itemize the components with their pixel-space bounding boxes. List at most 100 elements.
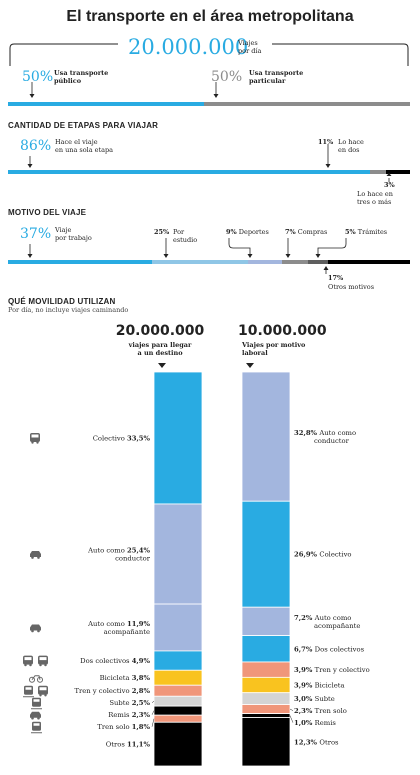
stages-two-label: Lo hace en dos	[338, 138, 364, 154]
label-bicicleta: 3,9% Bicicleta	[294, 682, 345, 690]
label-colectivo: Colectivo 33,5%	[93, 434, 151, 442]
stages-two-pct: 11%	[318, 138, 334, 146]
stages-chart	[8, 144, 410, 182]
right-pointer	[246, 363, 254, 368]
motive-procedures: 5% Trámites	[345, 228, 388, 236]
total-caption: Viajes por día	[238, 39, 262, 55]
stages-heading: CANTIDAD DE ETAPAS PARA VIAJAR	[8, 121, 159, 130]
bar-segment-colectivo	[241, 500, 291, 608]
label-auto-como-acompanante: Auto como 11,9% acompañante	[87, 620, 150, 636]
train-icon	[31, 721, 42, 734]
left-pointer	[158, 363, 166, 368]
motive-work-label: Viaje por trabajo	[55, 226, 92, 242]
right-caption: Viajes por motivo laboral	[242, 341, 306, 357]
bar-segment-auto-como-acompanante	[241, 606, 291, 636]
label-tren-y-colectivo: 3,9% Tren y colectivo	[294, 666, 370, 674]
motive-shopping-bar	[282, 260, 308, 264]
label-bicicleta: Bicicleta 3,8%	[100, 674, 151, 682]
private-label: Usa transporte particular	[249, 69, 304, 85]
motive-study-label: Por estudio	[173, 228, 198, 244]
page-title: El transporte en el área metropolitana	[66, 8, 354, 25]
label-subte: Subte 2,5%	[109, 699, 150, 707]
public-pct: 50%	[22, 69, 54, 85]
private-pct: 50%	[211, 69, 243, 85]
total-trips: 20.000.000	[128, 35, 249, 59]
label-remis: 1,0% Remis	[294, 719, 336, 727]
bar-segment-remis	[241, 713, 291, 718]
label-remis: Remis 2,3%	[108, 711, 150, 719]
motive-chart	[8, 238, 410, 274]
label-auto-como-conductor: Auto como 25,4% conductor	[87, 547, 151, 563]
bar-segment-tren-y-colectivo	[241, 661, 291, 678]
summary-chart	[8, 43, 410, 106]
label-otros: 12,3% Otros	[294, 738, 339, 746]
bar-segment-dos-colectivos	[241, 635, 291, 663]
label-auto-como-conductor: 32,8% Auto como conductor	[294, 429, 356, 445]
motive-work-pct: 37%	[20, 226, 52, 242]
motive-study-bar	[152, 260, 248, 264]
bar-segment-tren-solo	[241, 704, 291, 714]
public-label: Usa transporte público	[54, 69, 109, 85]
stages-one-label: Hace el viaje en una sola etapa	[55, 138, 114, 154]
motive-other-pct: 17%	[328, 274, 344, 282]
bus-icon	[38, 685, 48, 697]
bar-segment-dos-colectivos	[153, 650, 203, 671]
left-caption: viajes para llegar a un destino	[128, 341, 192, 357]
private-transport-bar	[204, 102, 410, 106]
car-icon	[30, 551, 41, 559]
label-tren-solo: Tren solo 1,8%	[97, 723, 150, 731]
bar-segment-subte	[153, 695, 203, 707]
bicycle-icon	[29, 675, 43, 683]
label-dos-colectivos: Dos colectivos 4,9%	[80, 657, 150, 665]
label-tren-y-colectivo: Tren y colectivo 2,8%	[74, 687, 150, 695]
label-dos-colectivos: 6,7% Dos colectivos	[294, 645, 365, 653]
motive-work-bar	[8, 260, 152, 264]
bar-segment-bicicleta	[241, 676, 291, 694]
bar-segment-otros	[153, 721, 203, 767]
summary-bracket-right	[272, 43, 409, 66]
bus-icon	[23, 655, 33, 667]
car-icon	[30, 711, 41, 720]
train-icon	[23, 685, 34, 698]
subway-icon	[31, 697, 42, 710]
right-stack: 32,8% Auto como conductor 26,9% Colectivo 7…	[241, 371, 370, 767]
transport-icons	[23, 432, 48, 734]
bar-segment-auto-como-conductor	[153, 503, 203, 605]
mobility-subheading: Por día, no incluye viajes caminando	[8, 306, 129, 314]
motive-other-bar	[328, 260, 410, 264]
bar-segment-auto-como-conductor	[241, 371, 291, 502]
bar-segment-subte	[241, 692, 291, 705]
bar-segment-bicicleta	[153, 669, 203, 686]
bar-segment-otros	[241, 717, 291, 767]
summary-bracket-left	[9, 43, 118, 66]
motive-shopping: 7% Compras	[285, 228, 328, 236]
stages-three-bar	[386, 170, 410, 174]
label-colectivo: 26,9% Colectivo	[294, 551, 352, 559]
bus-icon	[38, 655, 48, 667]
motive-heading: MOTIVO DEL VIAJE	[8, 208, 87, 217]
label-subte: 3,0% Subte	[294, 695, 335, 703]
stages-three-pct: 3%	[384, 181, 395, 189]
label-auto-como-acompanante: 7,2% Auto como acompañante	[294, 614, 360, 630]
car-icon	[30, 624, 41, 633]
bus-icon	[30, 432, 40, 444]
public-transport-bar	[8, 102, 204, 106]
left-total: 20.000.000	[115, 323, 205, 339]
motive-study-pct: 25%	[154, 228, 170, 236]
bar-segment-tren-y-colectivo	[153, 684, 203, 697]
motive-sports: 9% Deportes	[226, 228, 269, 236]
motive-sports-bar	[248, 260, 282, 264]
stages-one-bar	[8, 170, 370, 174]
label-tren-solo: 2,3% Tren solo	[294, 707, 347, 715]
bar-segment-colectivo	[153, 371, 203, 505]
mobility-charts: Colectivo 33,5%Auto como 25,4% conductor …	[23, 363, 370, 767]
stages-three-label: Lo hace en tres o más	[357, 190, 393, 206]
left-stack: Colectivo 33,5%Auto como 25,4% conductor …	[74, 371, 203, 767]
motive-procedures-bar	[308, 260, 328, 264]
bar-segment-auto-como-acompanante	[153, 603, 203, 652]
mobility-heading: QUÉ MOVILIDAD UTILIZAN	[8, 297, 116, 306]
bar-segment-tren-solo	[153, 714, 203, 723]
right-total: 10.000.000	[238, 323, 327, 339]
motive-other-label: Otros motivos	[328, 283, 375, 291]
bar-segment-remis	[153, 705, 203, 716]
